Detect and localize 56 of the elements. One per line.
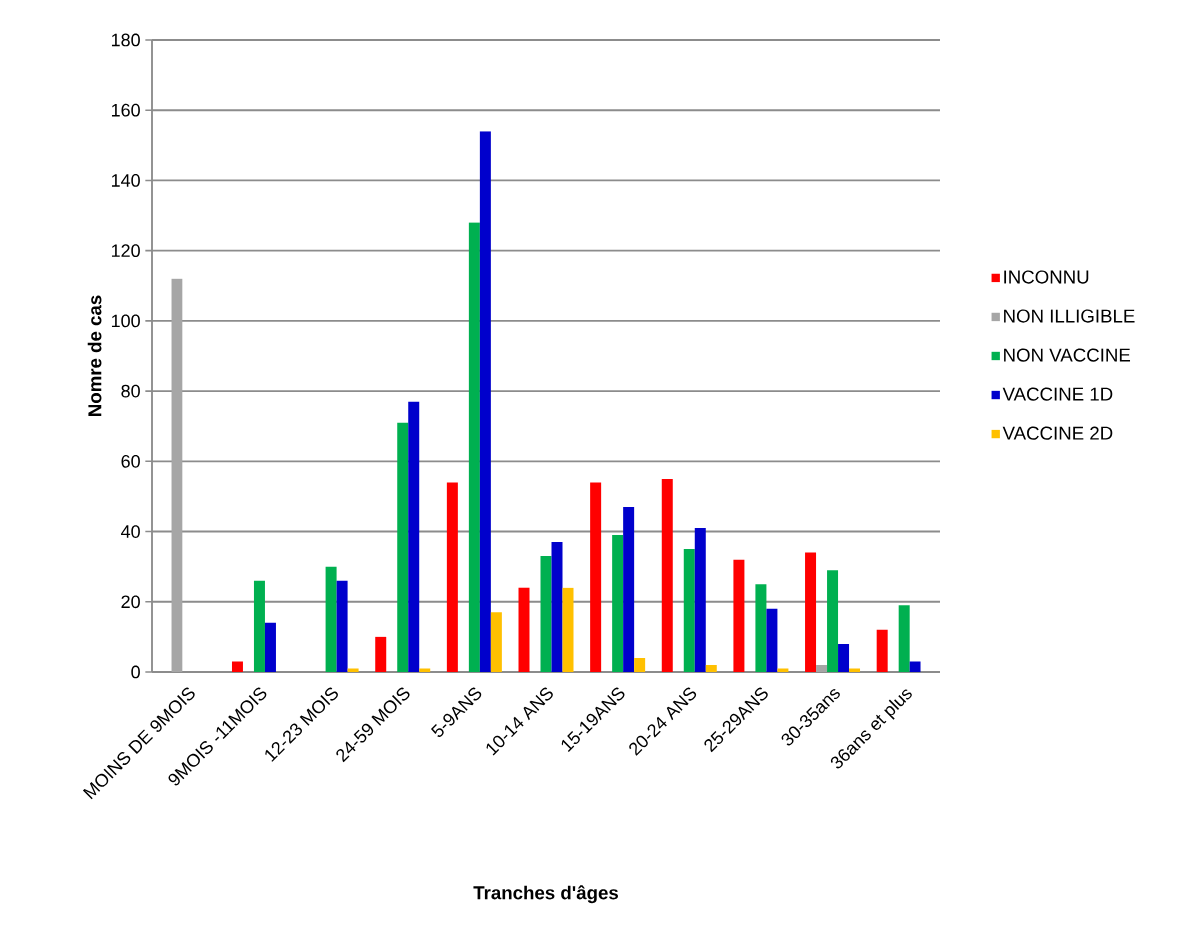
bar (849, 668, 861, 672)
y-axis-title: Nomre de cas (87, 295, 102, 416)
bar (446, 482, 458, 672)
bar (551, 542, 563, 672)
bar (694, 528, 706, 672)
bar (490, 612, 502, 672)
bar (805, 552, 817, 672)
y-tick-label: 140 (111, 174, 140, 187)
bar (518, 587, 530, 672)
legend-label: VACCINE 1D (1002, 387, 1113, 401)
bar (397, 422, 409, 672)
legend-label: NON VACCINE (1004, 348, 1131, 362)
y-tick-label: 80 (121, 384, 140, 398)
bar (777, 668, 789, 672)
legend-label: VACCINE 2D (1002, 426, 1113, 440)
legend-label: INCONNU (1004, 270, 1089, 284)
bar (468, 222, 480, 672)
legend-label: NON ILLIGIBLE (1004, 309, 1135, 323)
bar (419, 668, 431, 672)
bar (634, 657, 646, 672)
y-tick-label: 100 (111, 314, 140, 328)
bar (264, 622, 276, 672)
y-tick-label: 20 (121, 595, 140, 609)
bar (540, 556, 552, 672)
bar (816, 664, 828, 672)
bar (325, 566, 337, 672)
bar (766, 608, 778, 672)
bar (733, 559, 745, 672)
bar (909, 661, 921, 672)
y-tick-label: 0 (131, 665, 140, 679)
bar (898, 605, 910, 672)
y-tick-label: 60 (121, 454, 140, 468)
bar (683, 549, 695, 672)
y-tick-label: 180 (111, 33, 140, 47)
bar (827, 570, 839, 672)
bar (253, 580, 265, 672)
bar (705, 664, 717, 672)
bar (375, 636, 387, 672)
bar (623, 506, 635, 672)
bar (612, 535, 624, 672)
bar (755, 584, 767, 672)
bar (231, 661, 243, 672)
bar (838, 643, 850, 672)
x-axis-title: Tranches d'âges (473, 885, 618, 904)
bar (479, 131, 491, 672)
bar (171, 278, 183, 672)
bar (876, 629, 888, 672)
bar (661, 478, 673, 672)
y-tick-label: 120 (111, 244, 140, 258)
bar (562, 587, 574, 672)
bar (336, 580, 348, 672)
bar (408, 401, 420, 672)
bar (590, 482, 602, 672)
y-tick-label: 160 (111, 103, 140, 117)
bar (347, 668, 359, 672)
y-tick-label: 40 (121, 525, 140, 538)
